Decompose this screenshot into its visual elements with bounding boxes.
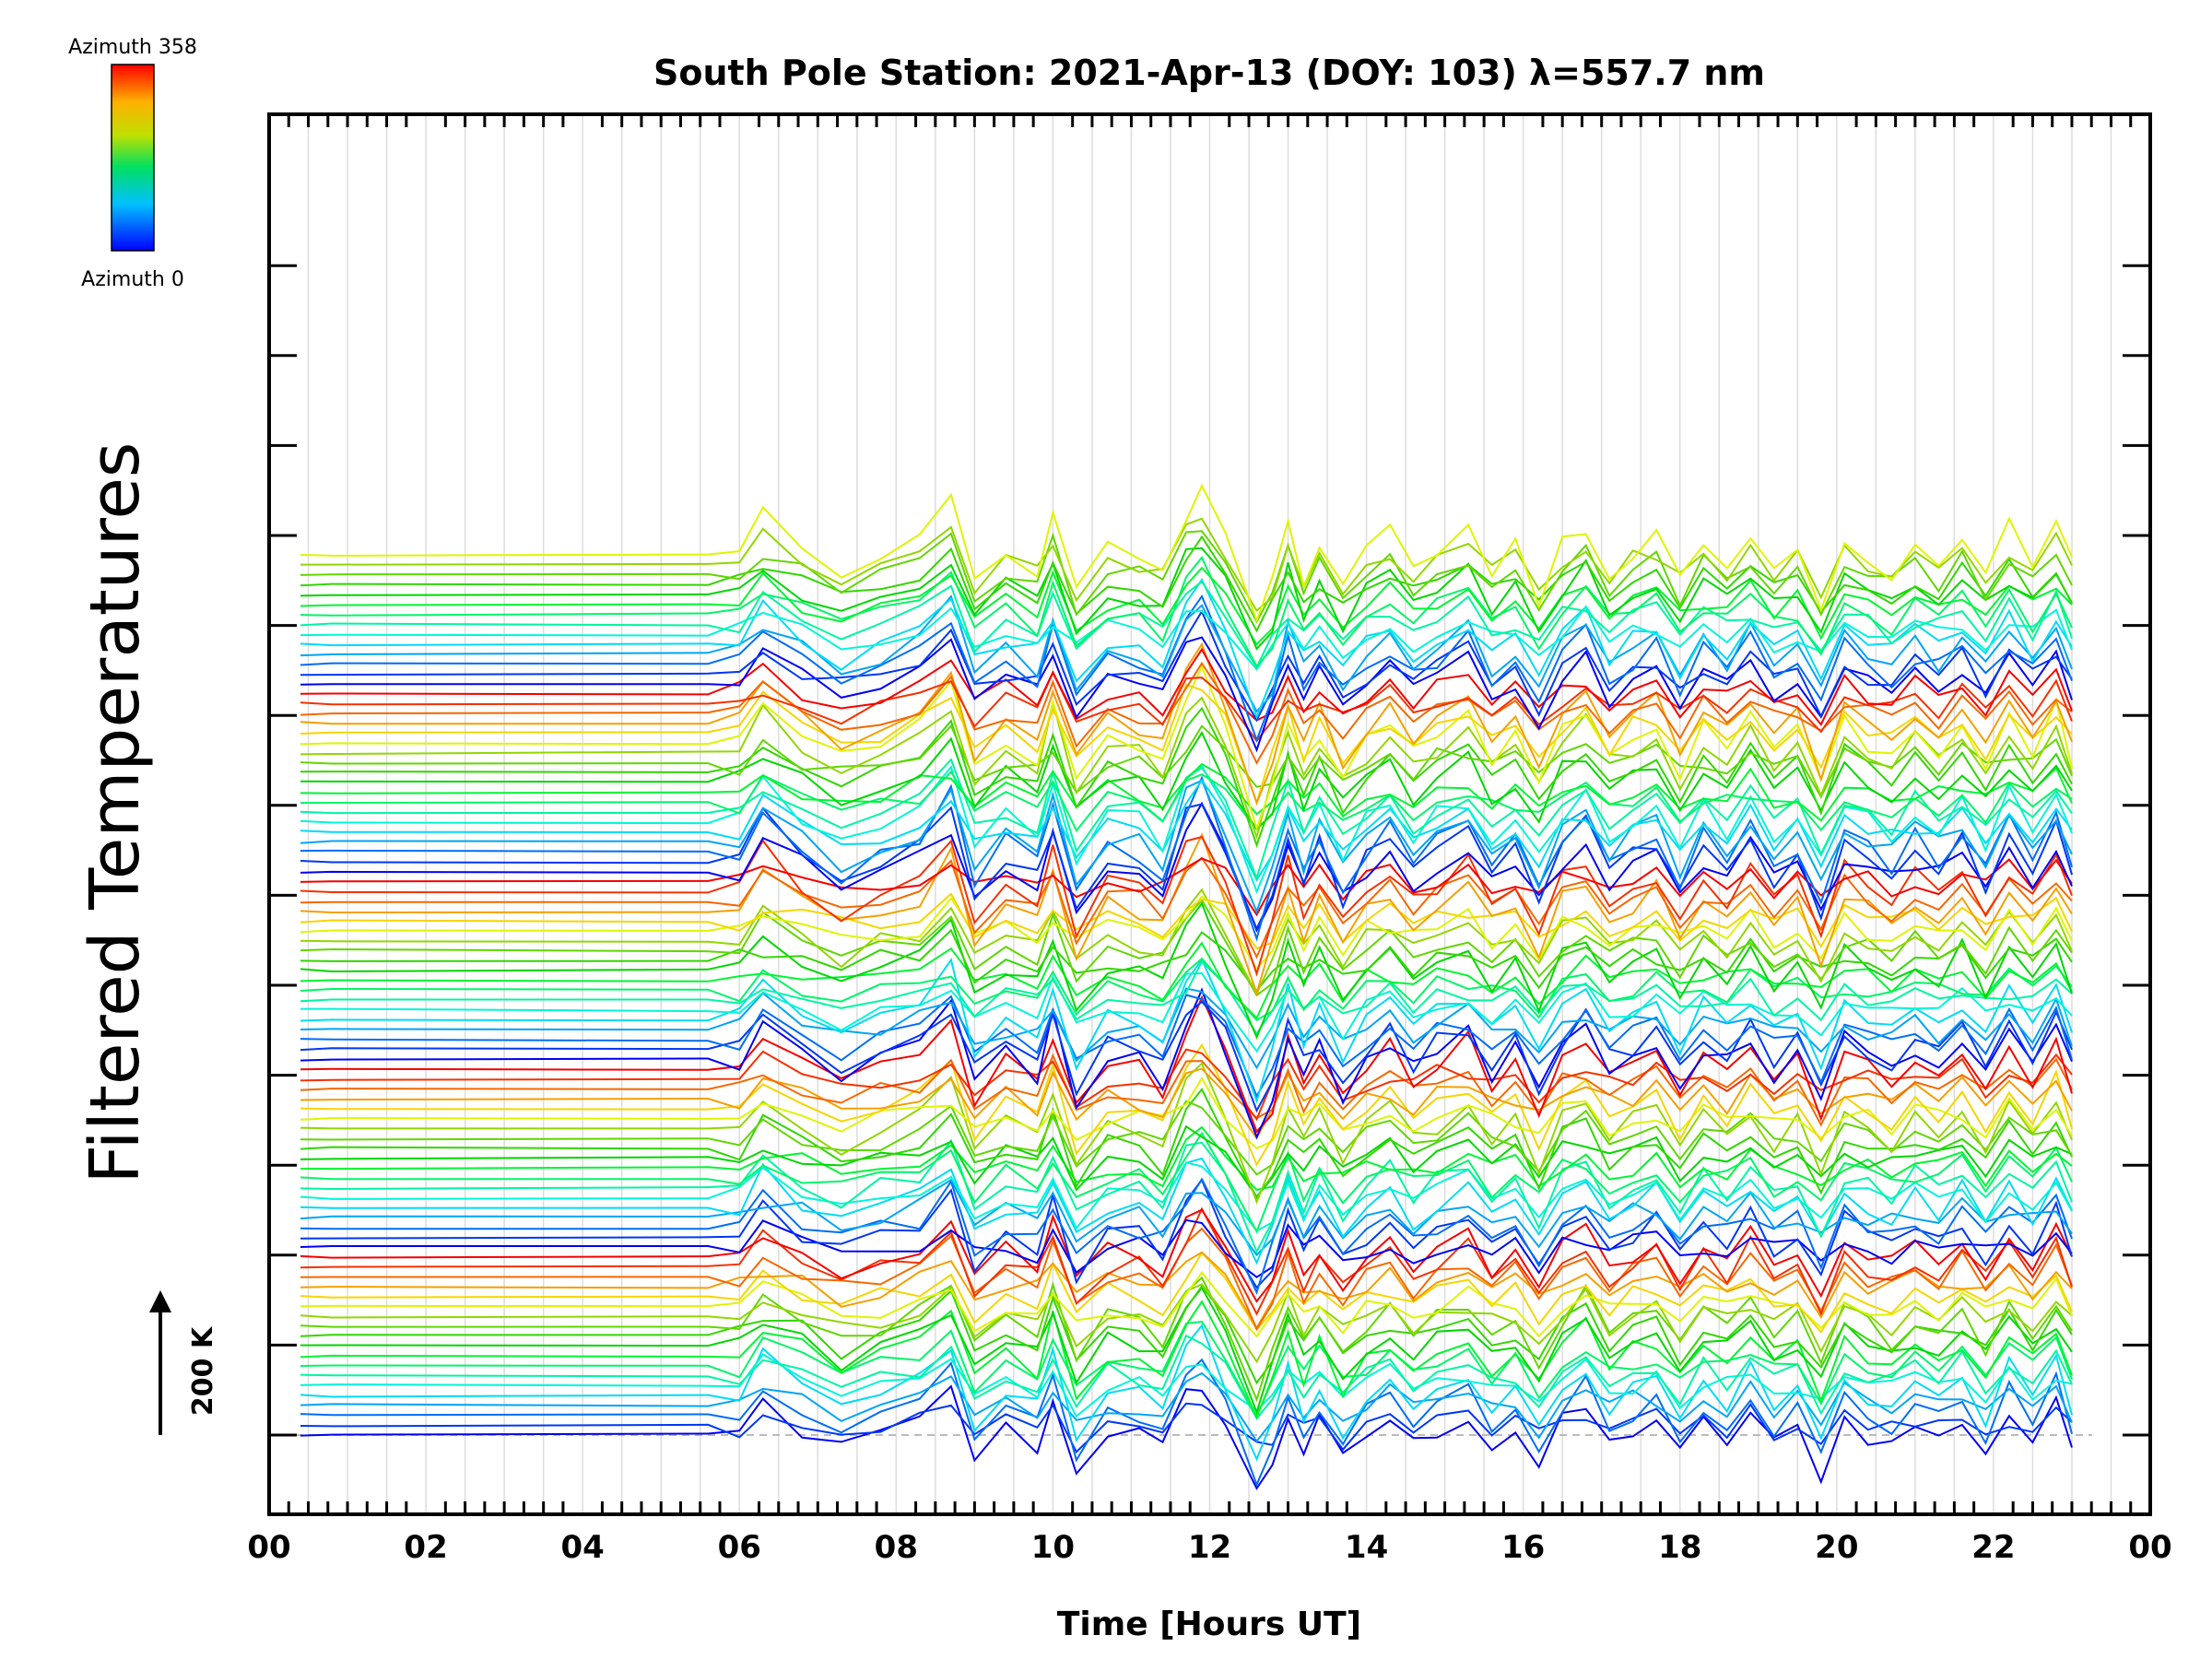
azimuth-trace	[300, 556, 2073, 668]
azimuth-trace	[300, 609, 2073, 723]
x-tick-label: 12	[1188, 1529, 1231, 1566]
x-tick-label: 18	[1658, 1529, 1701, 1566]
x-tick-label: 08	[875, 1529, 918, 1566]
azimuth-trace	[300, 928, 2073, 993]
azimuth-trace	[300, 605, 2073, 671]
azimuth-trace	[300, 1053, 2073, 1127]
azimuth-trace	[300, 1286, 2073, 1416]
azimuth-trace	[300, 898, 2073, 997]
azimuth-trace	[300, 1251, 2073, 1335]
x-tick-label: 14	[1345, 1529, 1388, 1566]
x-axis-title: Time [Hours UT]	[1057, 1606, 1361, 1643]
x-tick-label: 00	[247, 1529, 290, 1566]
y-axis-title: Filtered Temperatures	[76, 442, 155, 1184]
azimuth-trace	[300, 1300, 2073, 1420]
azimuth-trace	[300, 1100, 2073, 1176]
colorbar-bottom-label: Azimuth 0	[81, 268, 184, 291]
colorbar	[111, 64, 155, 252]
azimuth-trace	[300, 1125, 2073, 1192]
x-tick-label: 02	[404, 1529, 447, 1566]
x-tick-label: 22	[1971, 1529, 2015, 1566]
azimuth-trace	[300, 594, 2073, 743]
azimuth-trace	[300, 1077, 2073, 1150]
azimuth-trace	[300, 696, 2073, 841]
azimuth-trace	[300, 779, 2073, 914]
azimuth-trace	[300, 770, 2073, 832]
x-tick-label: 10	[1031, 1529, 1075, 1566]
azimuth-trace	[300, 1062, 2073, 1205]
azimuth-trace	[300, 1178, 2073, 1257]
azimuth-trace	[300, 483, 2073, 624]
x-tick-label: 16	[1501, 1529, 1545, 1566]
azimuth-trace	[300, 1334, 2073, 1420]
azimuth-trace	[300, 857, 2073, 917]
azimuth-trace	[300, 958, 2073, 1104]
azimuth-trace	[300, 957, 2073, 1021]
azimuth-trace	[300, 594, 2073, 713]
azimuth-trace	[300, 987, 2073, 1070]
azimuth-trace	[300, 1284, 2073, 1385]
azimuth-trace	[300, 1384, 2073, 1490]
azimuth-trace	[300, 803, 2073, 932]
azimuth-trace	[300, 1402, 2073, 1453]
azimuth-trace	[300, 856, 2073, 959]
azimuth-trace	[300, 762, 2073, 822]
azimuth-trace	[300, 1000, 2073, 1113]
azimuth-trace	[300, 535, 2073, 633]
azimuth-trace	[300, 1088, 2073, 1200]
azimuth-trace	[300, 731, 2073, 830]
azimuth-trace	[300, 971, 2073, 1053]
x-tick-label: 06	[718, 1529, 761, 1566]
scale-bar-label: 200 K	[187, 1325, 219, 1416]
plot-frame	[267, 112, 2152, 1516]
azimuth-trace	[300, 1048, 2073, 1122]
chart-title: South Pole Station: 2021-Apr-13 (DOY: 10…	[653, 53, 1765, 93]
azimuth-trace	[300, 1206, 2073, 1317]
azimuth-trace	[300, 994, 2073, 1134]
azimuth-trace	[300, 641, 2073, 806]
axis-ticks	[269, 114, 2150, 1514]
azimuth-trace	[300, 1177, 2073, 1295]
azimuth-trace	[300, 1358, 2073, 1488]
azimuth-trace	[300, 1251, 2073, 1330]
x-tick-label: 20	[1815, 1529, 1858, 1566]
azimuth-trace	[300, 888, 2073, 997]
azimuth-trace	[300, 1208, 2073, 1303]
azimuth-trace	[300, 764, 2073, 895]
x-tick-labels: 00 02 04 06 08 10 12 14 16 18 20 22 00	[247, 1529, 2171, 1566]
azimuth-trace	[300, 1161, 2073, 1232]
azimuth-trace	[300, 724, 2073, 799]
azimuth-trace	[300, 892, 2073, 950]
azimuth-trace	[300, 670, 2073, 743]
azimuth-trace	[300, 895, 2073, 971]
azimuth-trace	[300, 517, 2073, 613]
trace-group	[300, 483, 2073, 1490]
azimuth-trace	[300, 1218, 2073, 1278]
azimuth-trace	[300, 647, 2073, 726]
azimuth-trace	[300, 1124, 2073, 1198]
x-tick-label: 00	[2128, 1529, 2171, 1566]
azimuth-trace	[300, 1271, 2073, 1338]
azimuth-trace	[300, 566, 2073, 646]
azimuth-trace	[300, 580, 2073, 670]
colorbar-top-label: Azimuth 358	[68, 36, 197, 59]
azimuth-trace	[300, 683, 2073, 806]
x-tick-label: 04	[561, 1529, 605, 1566]
azimuth-trace	[300, 775, 2073, 942]
azimuth-trace	[300, 530, 2073, 624]
azimuth-trace	[300, 941, 2073, 1020]
scale-bar-arrowhead	[149, 1290, 171, 1312]
azimuth-trace	[300, 1324, 2073, 1462]
azimuth-trace	[300, 987, 2073, 1140]
azimuth-trace	[300, 801, 2073, 933]
azimuth-trace	[300, 835, 2073, 977]
azimuth-trace	[300, 1067, 2073, 1140]
azimuth-trace	[300, 547, 2073, 651]
